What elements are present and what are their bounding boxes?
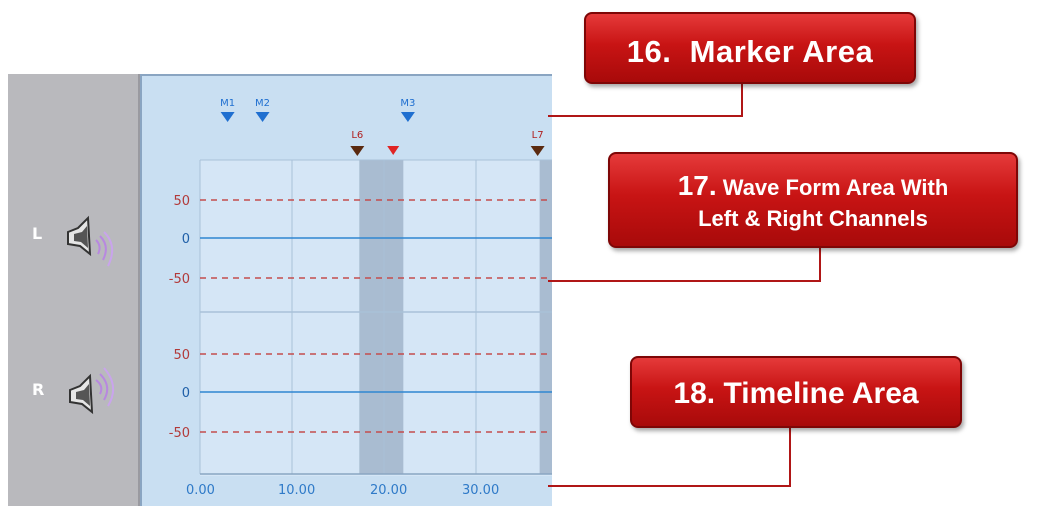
callout-waveform-line1: Wave Form Area With xyxy=(722,175,949,200)
waveform-canvas[interactable]: 500-50500-500.0010.0020.0030.0040.00M1M2… xyxy=(142,76,552,506)
timeline-tick-label: 0.00 xyxy=(186,483,215,498)
marker-label: M2 xyxy=(255,98,270,109)
right-amplitude-label: 0 xyxy=(182,386,190,401)
callout-marker-text: Marker Area xyxy=(689,34,874,69)
callout-waveform-number: 17. xyxy=(677,170,717,201)
callout-timeline-area: 18. Timeline Area xyxy=(630,356,962,428)
callout-timeline-number: 18. xyxy=(673,377,716,410)
left-amplitude-label: -50 xyxy=(169,272,190,287)
right-channel-label: R xyxy=(32,380,45,399)
callout-waveform-line2: Left & Right Channels xyxy=(698,206,928,231)
channel-strip: L R xyxy=(8,74,140,506)
connector-timeline-area xyxy=(548,426,791,487)
connector-waveform-area xyxy=(548,246,821,282)
marker-triangle xyxy=(400,112,415,122)
marker-triangle xyxy=(255,112,270,122)
timeline-tick-label: 10.00 xyxy=(278,483,315,498)
right-amplitude-label: 50 xyxy=(173,348,190,363)
callout-waveform-area: 17. Wave Form Area With Left & Right Cha… xyxy=(608,152,1018,248)
callout-marker-area: 16. Marker Area xyxy=(584,12,916,84)
left-channel-label: L xyxy=(32,224,43,243)
selection-band-1 xyxy=(359,160,404,474)
left-amplitude-label: 0 xyxy=(182,232,190,247)
marker-label: M1 xyxy=(220,98,235,109)
speaker-left-icon[interactable] xyxy=(60,210,120,270)
playhead-marker-triangle xyxy=(387,146,400,155)
timeline-tick-label: 20.00 xyxy=(370,483,407,498)
editor-panel: 500-50500-500.0010.0020.0030.0040.00M1M2… xyxy=(140,74,552,506)
speaker-right-icon[interactable] xyxy=(60,366,120,426)
loop-marker-label: L7 xyxy=(532,130,544,141)
loop-marker-triangle xyxy=(530,146,545,156)
left-amplitude-label: 50 xyxy=(173,194,190,209)
right-amplitude-label: -50 xyxy=(169,426,190,441)
marker-triangle xyxy=(220,112,235,122)
callout-marker-number: 16. xyxy=(626,34,672,69)
timeline-tick-label: 30.00 xyxy=(462,483,499,498)
connector-marker-area xyxy=(548,82,743,117)
loop-marker-label: L6 xyxy=(351,130,363,141)
callout-timeline-text: Timeline Area xyxy=(723,377,919,410)
loop-marker-triangle xyxy=(350,146,365,156)
strip-divider xyxy=(138,74,140,506)
marker-label: M3 xyxy=(400,98,415,109)
